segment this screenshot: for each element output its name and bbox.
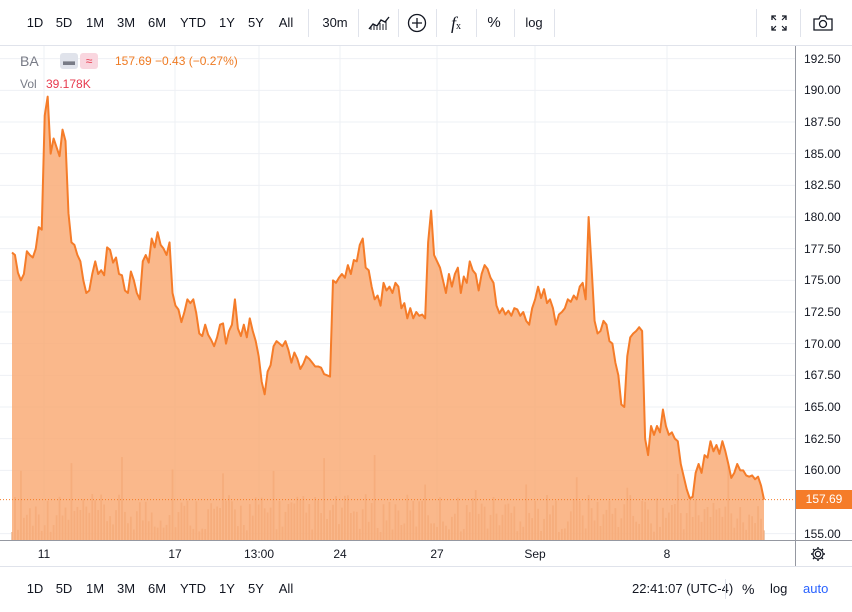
toolbar-divider — [476, 9, 477, 37]
compare-wave-icon[interactable]: ≈ — [80, 53, 98, 69]
interval-button[interactable]: 30m — [322, 15, 348, 30]
price-tick-label: 185.00 — [804, 146, 841, 161]
bottom-range-button-1m[interactable]: 1M — [85, 581, 105, 596]
percent-scale-button[interactable]: % — [742, 581, 755, 597]
bottom-range-button-all[interactable]: All — [278, 581, 294, 596]
price-area-fill — [12, 96, 764, 541]
range-button-3m[interactable]: 3M — [116, 15, 136, 30]
log-button[interactable]: log — [525, 15, 543, 30]
clock-readout: 22:41:07 (UTC-4) — [632, 581, 734, 596]
range-button-ytd[interactable]: YTD — [180, 15, 206, 30]
camera-icon — [813, 15, 833, 31]
toolbar-divider — [554, 9, 555, 37]
price-chart[interactable] — [0, 46, 795, 541]
toolbar-divider — [756, 9, 757, 37]
area-chart-icon — [368, 16, 390, 30]
symbol-label: BA — [20, 53, 39, 69]
range-button-5y[interactable]: 5Y — [248, 15, 264, 30]
percent-button[interactable]: % — [487, 14, 501, 31]
bottom-range-button-6m[interactable]: 6M — [147, 581, 167, 596]
fullscreen-button[interactable] — [766, 8, 792, 38]
bottom-divider — [725, 579, 726, 599]
price-tick-label: 175.00 — [804, 273, 841, 288]
price-tick-label: 180.00 — [804, 210, 841, 224]
time-tick-label: Sep — [524, 547, 546, 561]
bottom-range-button-5y[interactable]: 5Y — [248, 581, 264, 596]
top-toolbar: 1D 5D 1M 3M 6M YTD 1Y 5Y All 30m fx % log — [0, 0, 852, 46]
gear-icon — [811, 547, 825, 561]
plus-circle-icon — [407, 13, 427, 33]
toolbar-divider — [358, 9, 359, 37]
chart-pane[interactable] — [0, 46, 795, 541]
time-tick-label: 27 — [430, 547, 444, 561]
range-button-5d[interactable]: 5D — [55, 15, 73, 30]
bottom-range-button-1d[interactable]: 1D — [26, 581, 44, 596]
volume-label: Vol — [20, 77, 37, 91]
fx-icon[interactable]: fx — [450, 13, 461, 33]
bottom-range-button-5d[interactable]: 5D — [55, 581, 73, 596]
time-tick-label: 8 — [663, 547, 671, 561]
toolbar-divider — [514, 9, 515, 37]
time-tick-label: 24 — [333, 547, 347, 561]
price-tick-label: 187.50 — [804, 115, 841, 129]
price-tick-label: 155.00 — [804, 526, 841, 541]
hide-legend-button[interactable]: ▬ — [60, 53, 78, 69]
last-price-tag: 157.69 — [796, 490, 852, 510]
price-tick-label: 167.50 — [804, 368, 841, 383]
price-tick-label: 160.00 — [804, 463, 841, 478]
toolbar-divider — [398, 9, 399, 37]
price-tick-label: 177.50 — [804, 241, 841, 256]
range-button-6m[interactable]: 6M — [147, 15, 167, 30]
price-axis[interactable]: 192.50 190.00 187.50 185.00 182.50 180.00 177.… — [795, 46, 852, 541]
indicator-button[interactable] — [402, 8, 432, 38]
time-tick-label: 11 — [37, 547, 51, 561]
time-tick-label: 17 — [168, 547, 182, 561]
price-tick-label: 182.50 — [804, 178, 841, 193]
bottom-range-button-3m[interactable]: 3M — [116, 581, 136, 596]
volume-value: 39.178K — [46, 77, 91, 91]
bottom-range-button-1y[interactable]: 1Y — [219, 581, 235, 596]
toolbar-divider — [436, 9, 437, 37]
bottom-range-button-ytd[interactable]: YTD — [180, 581, 206, 596]
bottom-toolbar: 1D 5D 1M 3M 6M YTD 1Y 5Y All 22:41:07 (UTC-4) % … — [0, 566, 852, 612]
range-button-1m[interactable]: 1M — [85, 15, 105, 30]
time-axis[interactable]: 11 17 13:00 24 27 Sep 8 — [0, 540, 795, 566]
log-scale-button[interactable]: log — [770, 581, 788, 596]
range-button-1y[interactable]: 1Y — [219, 15, 235, 30]
price-tick-label: 190.00 — [804, 83, 841, 98]
snapshot-button[interactable] — [808, 8, 838, 38]
price-tick-label: 165.00 — [804, 400, 841, 414]
toolbar-divider — [800, 9, 801, 37]
chart-settings-button[interactable] — [795, 540, 852, 566]
toolbar-divider — [308, 9, 309, 37]
price-quote: 157.69 −0.43 (−0.27%) — [115, 54, 238, 68]
price-series-line — [11, 95, 765, 500]
fullscreen-icon — [771, 15, 787, 31]
price-tick-label: 170.00 — [804, 336, 841, 351]
range-button-all[interactable]: All — [278, 15, 294, 30]
chart-type-button[interactable] — [362, 8, 396, 38]
auto-scale-button[interactable]: auto — [803, 581, 829, 596]
price-tick-label: 172.50 — [804, 305, 841, 319]
price-tick-label: 162.50 — [804, 431, 841, 446]
range-button-1d[interactable]: 1D — [26, 15, 44, 30]
price-tick-label: 192.50 — [804, 51, 841, 66]
time-tick-label: 13:00 — [243, 547, 275, 561]
